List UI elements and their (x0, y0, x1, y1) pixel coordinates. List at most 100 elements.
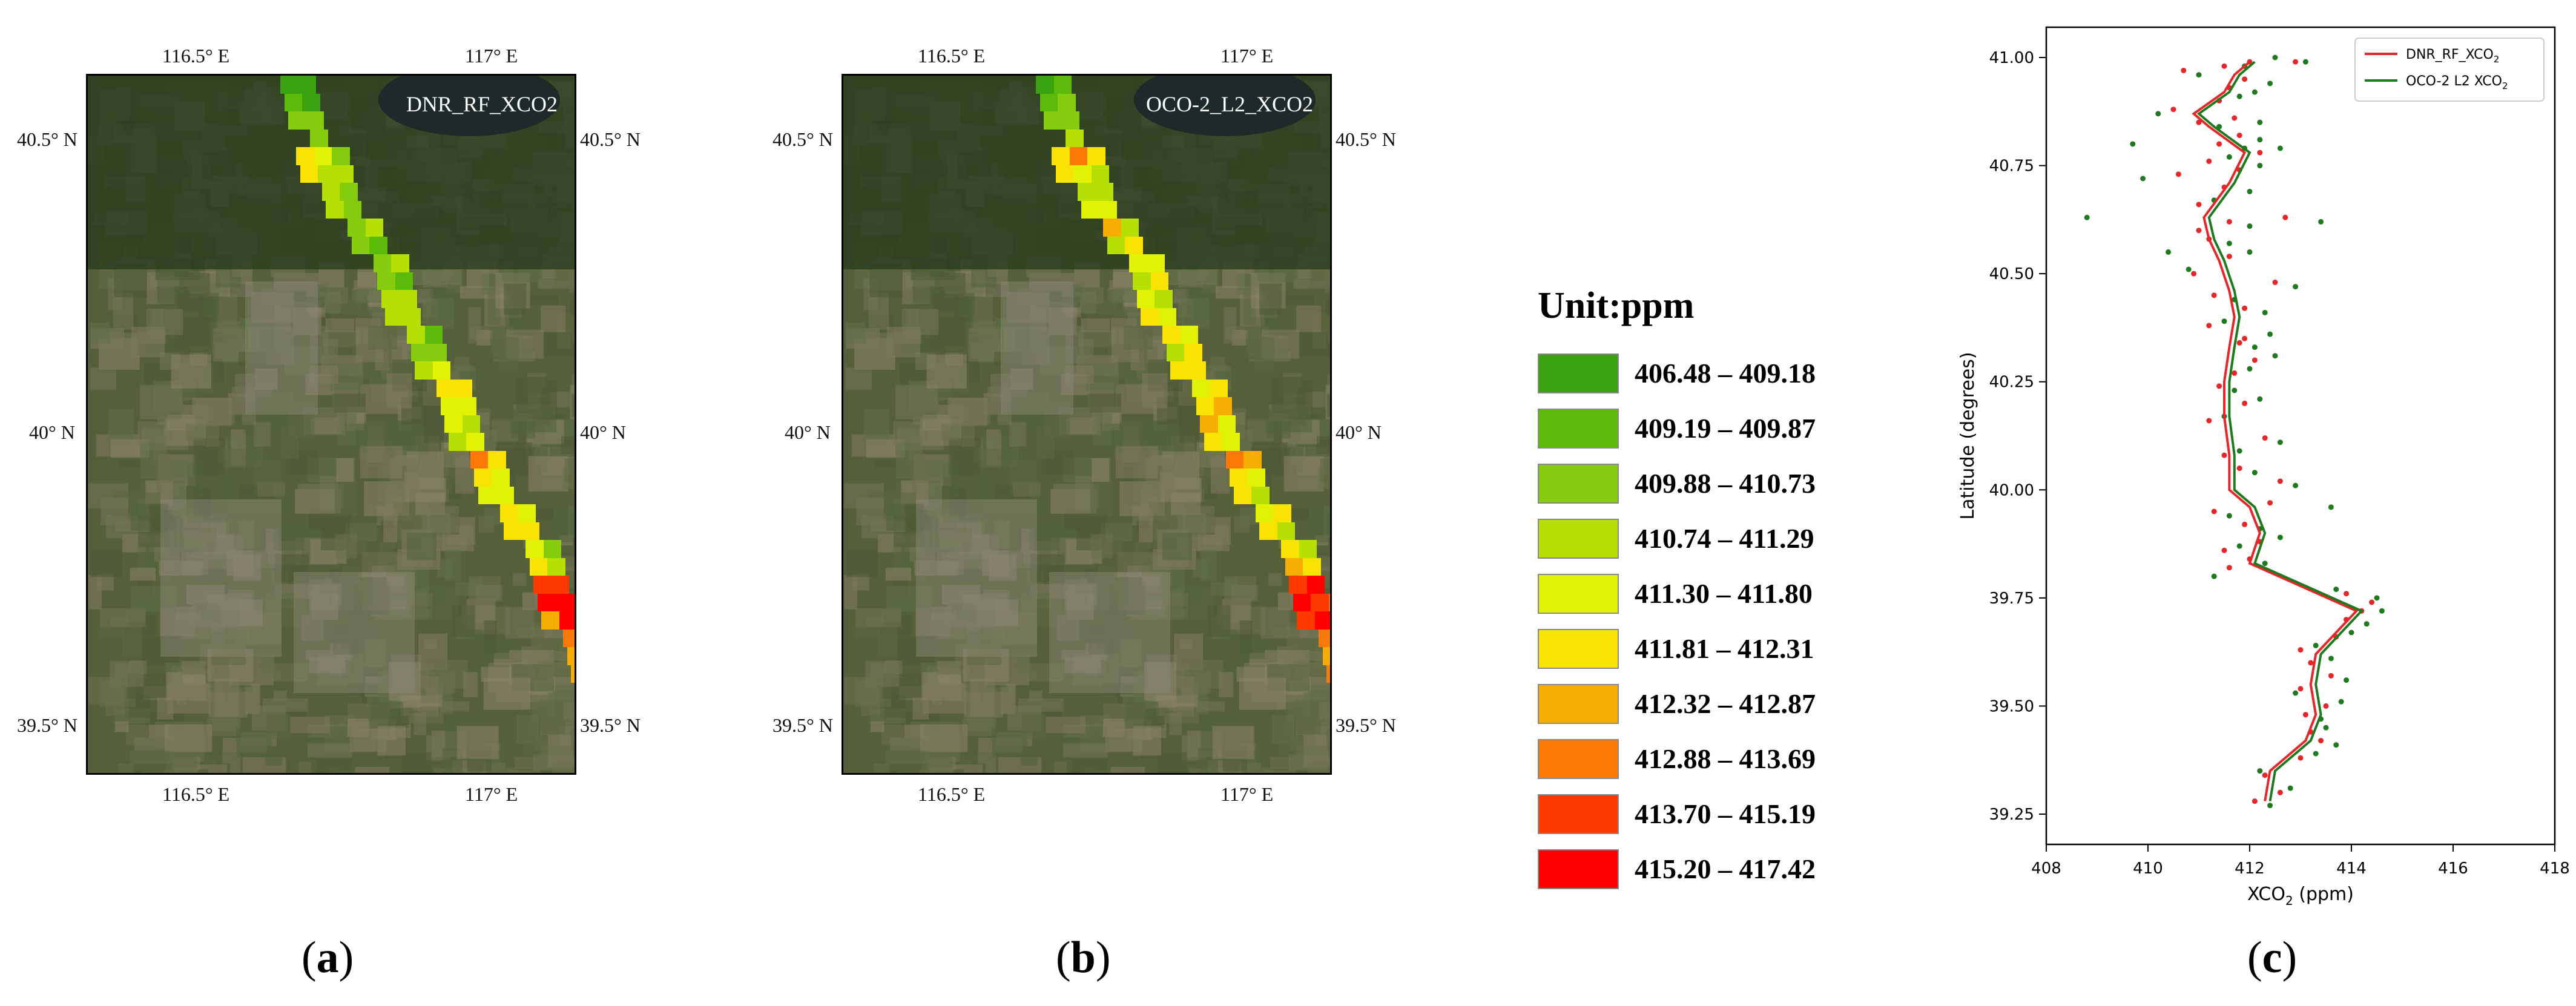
xco2-pixel (1314, 611, 1330, 630)
xco2-pixel (365, 219, 383, 237)
y-tick-label: 40.00 (1989, 481, 2034, 499)
scatter-point-rf (2262, 772, 2268, 778)
legend-label: 409.88 – 410.73 (1635, 468, 1816, 499)
scatter-point-oco (2293, 482, 2299, 488)
xco2-pixel (551, 576, 569, 594)
xco2-pixel (448, 433, 466, 451)
xco2-pixel (381, 290, 399, 308)
scatter-point-oco (2333, 742, 2339, 748)
scatter-point-oco (2323, 725, 2329, 731)
legend-item: 406.48 – 409.18 (1538, 346, 1816, 401)
scatter-point-rf (2308, 660, 2314, 666)
xco2-pixel (1091, 165, 1109, 183)
xco2-pixel (1125, 236, 1143, 254)
scatter-point-oco (2267, 331, 2273, 337)
xco2-pixel (533, 576, 552, 594)
xco2-pixel (1036, 76, 1054, 94)
legend-label: 406.48 – 409.18 (1635, 358, 1816, 389)
xco2-pixel (321, 183, 340, 201)
scatter-point-oco (2328, 504, 2334, 510)
scatter-point-oco (2267, 803, 2273, 809)
xco2-pixel (1210, 379, 1228, 397)
xco2-pixel (1081, 200, 1099, 219)
xco2-pixel (1311, 593, 1329, 611)
xco2-pixel (1170, 361, 1188, 380)
xco2-pixel (1099, 200, 1117, 219)
xco2-pixel (348, 219, 366, 237)
scatter-point-rf (2216, 383, 2222, 389)
xco2-pixel (1107, 236, 1125, 254)
scatter-point-oco (2247, 188, 2253, 194)
xco2-pixel (571, 665, 575, 683)
xco2-pixel (284, 93, 302, 111)
scatter-point-rf (2211, 292, 2217, 298)
y-tick-label: 41.00 (1989, 49, 2034, 67)
y-tick-label: 39.25 (1989, 806, 2034, 824)
scatter-point-oco (2262, 309, 2268, 315)
scatter-point-rf (2196, 119, 2202, 125)
xco2-pixel (351, 236, 369, 254)
xco2-pixel (1069, 147, 1087, 165)
xco2-pixel (1319, 629, 1330, 647)
scatter-point-oco (2221, 318, 2227, 324)
xco2-pixel (1184, 343, 1202, 361)
xco2-pixel (395, 272, 413, 290)
satellite-image-b (843, 76, 1330, 773)
scatter-point-oco (2211, 573, 2217, 579)
scatter-point-rf (2298, 755, 2304, 761)
scatter-point-oco (2252, 89, 2258, 95)
xco2-pixel (1222, 433, 1240, 451)
scatter-point-oco (2226, 513, 2232, 519)
xco2-pixel (1306, 576, 1325, 594)
scatter-point-rf (2226, 254, 2232, 260)
scatter-point-oco (2293, 690, 2299, 696)
xco2-pixel (1251, 486, 1270, 504)
xco2-pixel (1214, 397, 1232, 415)
xco2-pixels-a (88, 76, 575, 773)
bottom-tick-b-1: 116.5° E (918, 783, 986, 805)
legend-swatch (1538, 849, 1619, 889)
scatter-point-rf (2221, 452, 2227, 458)
legend-item: 411.81 – 412.31 (1538, 621, 1816, 676)
xco2-pixel (432, 361, 450, 380)
xco2-pixel (1188, 361, 1206, 380)
xco2-pixel (373, 254, 391, 272)
xco2-pixel (326, 200, 344, 219)
scatter-point-oco (2226, 154, 2232, 160)
xco2-pixel (444, 415, 463, 433)
left-tick-b-1: 40.5° N (772, 128, 833, 150)
legend-item: 412.88 – 413.69 (1538, 731, 1816, 786)
xco2-pixel (1326, 665, 1330, 683)
scatter-point-rf (2221, 63, 2227, 69)
scatter-point-rf (2277, 789, 2283, 795)
xco2-pixel (1087, 147, 1105, 165)
left-tick-a-2: 40° N (29, 421, 75, 443)
xco2-pixel (1281, 540, 1299, 558)
legend-item: 413.70 – 415.19 (1538, 786, 1816, 841)
xco2-pixel (1055, 165, 1073, 183)
xco2-pixel (1039, 93, 1058, 111)
xco2-pixel (429, 343, 447, 361)
x-tick-label: 410 (2133, 860, 2163, 878)
scatter-point-oco (2293, 284, 2299, 290)
legend-swatch (1538, 738, 1619, 779)
xco2-pixel (1331, 683, 1332, 701)
scatter-point-oco (2257, 119, 2263, 125)
xco2-pixel (1141, 307, 1159, 326)
scatter-point-oco (2226, 240, 2232, 246)
plot-frame (2045, 26, 2556, 846)
legend-swatch (1538, 353, 1619, 393)
x-tick-label: 418 (2540, 860, 2570, 878)
legend-label: 415.20 – 417.42 (1635, 853, 1816, 884)
left-tick-a-3: 39.5° N (17, 714, 77, 736)
scatter-point-oco (2277, 534, 2283, 541)
xco2-pixel (1200, 415, 1218, 433)
xco2-pixel (1150, 272, 1168, 290)
xco2-pixel (478, 486, 496, 504)
xco2-pixel (563, 629, 575, 647)
legend-label: 411.81 – 412.31 (1635, 633, 1814, 664)
xco2-pixel (466, 433, 484, 451)
xco2-pixel (474, 468, 492, 487)
scatter-point-oco (2318, 219, 2324, 225)
scatter-point-oco (2277, 439, 2283, 445)
